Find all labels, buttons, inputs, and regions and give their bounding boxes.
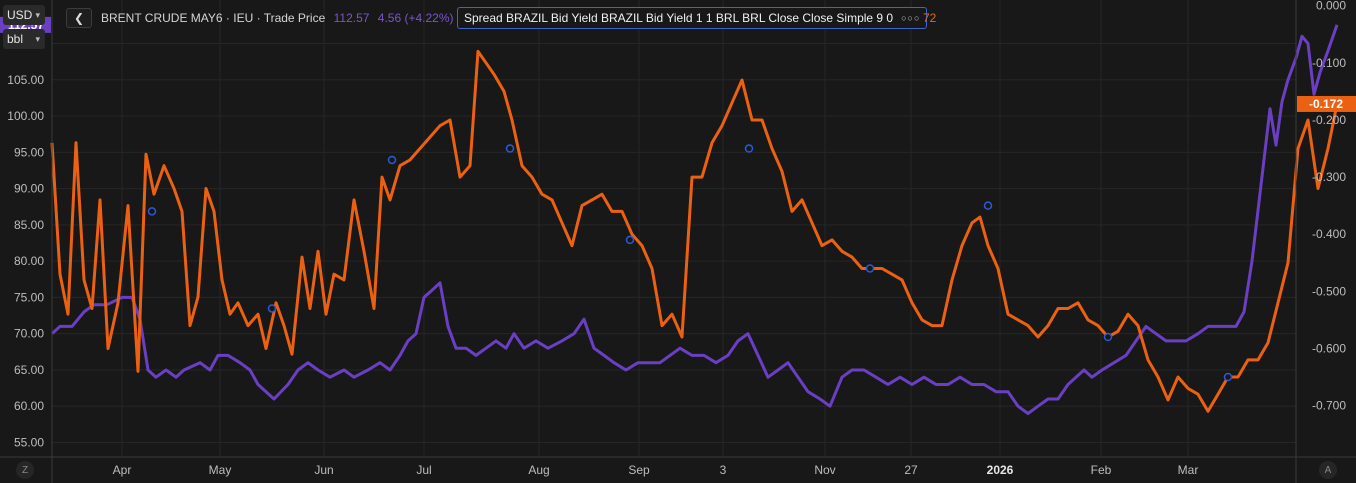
primary-legend-change: 4.56 (+4.22%) bbox=[377, 11, 454, 25]
reset-zoom-label: Z bbox=[21, 464, 29, 476]
left-axis-tick-label: 90.00 bbox=[14, 182, 44, 196]
marker-layer bbox=[147, 144, 1233, 382]
x-axis-tick-label: 3 bbox=[720, 463, 727, 477]
x-axis-tick-label: Mar bbox=[1178, 463, 1199, 477]
right-axis-tick-label: -0.700 bbox=[1312, 399, 1346, 413]
right-axis-tick-label: -0.400 bbox=[1312, 227, 1346, 241]
event-marker[interactable] bbox=[983, 201, 993, 210]
primary-legend[interactable]: BRENT CRUDE MAY6 · IEU · Trade Price 112… bbox=[101, 11, 454, 25]
event-marker[interactable] bbox=[1103, 332, 1113, 342]
right-axis-tick-label: -0.500 bbox=[1312, 284, 1346, 298]
left-axis-tick-label: 100.00 bbox=[7, 109, 44, 123]
right-axis-tick-label: -0.300 bbox=[1312, 170, 1346, 184]
left-axis-tick-label: 80.00 bbox=[14, 254, 44, 268]
x-axis-tick-label: May bbox=[209, 463, 232, 477]
auto-scale-label: A bbox=[1324, 464, 1332, 476]
currency-select[interactable]: USD ▾ bbox=[3, 5, 45, 25]
event-marker[interactable] bbox=[1223, 372, 1233, 382]
x-axis-tick-label: Apr bbox=[113, 463, 132, 477]
chevron-down-icon: ▾ bbox=[35, 9, 40, 20]
event-marker[interactable] bbox=[267, 304, 277, 313]
primary-legend-name: BRENT CRUDE MAY6 · IEU · Trade Price bbox=[101, 11, 326, 25]
series-layer bbox=[50, 24, 1339, 415]
left-axis-tick-label: 55.00 bbox=[14, 435, 44, 449]
x-axis-tick-label: Sep bbox=[628, 463, 650, 477]
reset-zoom-button[interactable]: Z bbox=[16, 461, 34, 479]
primary-legend-value: 112.57 bbox=[333, 11, 370, 25]
auto-scale-button[interactable]: A bbox=[1319, 461, 1337, 479]
x-axis-tick-label: Jun bbox=[314, 463, 333, 477]
event-marker[interactable] bbox=[744, 144, 754, 153]
currency-label: USD bbox=[7, 8, 33, 22]
right-axis-tick-label: -0.600 bbox=[1312, 341, 1346, 355]
event-marker[interactable] bbox=[505, 144, 515, 153]
spread-series-line bbox=[50, 49, 1339, 413]
right-last-value-label: -0.172 bbox=[1309, 97, 1343, 111]
secondary-legend-name: Spread BRAZIL Bid Yield BRAZIL Bid Yield… bbox=[464, 11, 894, 25]
x-axis-tick-label: Feb bbox=[1091, 463, 1112, 477]
left-axis-tick-label: 105.00 bbox=[7, 73, 44, 87]
event-marker[interactable] bbox=[147, 207, 157, 216]
right-axis-tick-label: -0.100 bbox=[1312, 56, 1346, 70]
unit-select[interactable]: bbl ▾ bbox=[3, 29, 45, 49]
right-axis-tick-label: -0.200 bbox=[1312, 113, 1346, 127]
left-axis-tick-label: 85.00 bbox=[14, 218, 44, 232]
secondary-legend[interactable]: Spread BRAZIL Bid Yield BRAZIL Bid Yield… bbox=[457, 7, 928, 29]
event-marker[interactable] bbox=[387, 155, 397, 165]
event-marker[interactable] bbox=[625, 235, 635, 245]
x-axis-tick-label: 27 bbox=[904, 463, 918, 477]
event-marker[interactable] bbox=[865, 264, 875, 273]
chevron-down-icon: ▾ bbox=[35, 33, 40, 44]
more-dots-icon[interactable]: ○○○ bbox=[901, 13, 921, 23]
secondary-legend-value: 72 bbox=[923, 11, 937, 25]
right-last-value-badge bbox=[1297, 95, 1356, 112]
left-axis-tick-label: 65.00 bbox=[14, 363, 44, 377]
right-axis-tick-label: 0.000 bbox=[1316, 0, 1346, 13]
back-button[interactable]: ❮ bbox=[66, 8, 92, 28]
left-axis-tick-label: 70.00 bbox=[14, 327, 44, 341]
x-axis-tick-label: 2026 bbox=[987, 463, 1014, 477]
left-axis-tick-label: 95.00 bbox=[14, 145, 44, 159]
brent-series-line bbox=[50, 24, 1339, 415]
x-axis-tick-label: Nov bbox=[814, 463, 835, 477]
left-axis-tick-label: 60.00 bbox=[14, 399, 44, 413]
chevron-left-icon: ❮ bbox=[73, 11, 85, 25]
unit-label: bbl bbox=[7, 32, 24, 46]
x-axis-tick-label: Aug bbox=[528, 463, 549, 477]
x-axis-tick-label: Jul bbox=[416, 463, 431, 477]
left-axis-tick-label: 75.00 bbox=[14, 290, 44, 304]
